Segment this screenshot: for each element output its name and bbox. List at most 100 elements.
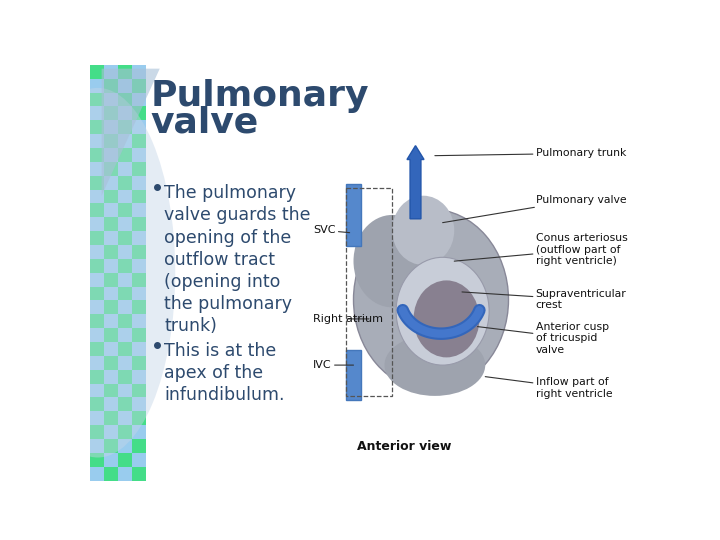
- Bar: [90, 370, 104, 383]
- Bar: [132, 495, 145, 508]
- Bar: [90, 383, 104, 397]
- Bar: [132, 176, 145, 190]
- Bar: [132, 259, 145, 273]
- Bar: [90, 439, 104, 453]
- Bar: [118, 370, 132, 383]
- Bar: [90, 314, 104, 328]
- Bar: [118, 439, 132, 453]
- Bar: [90, 342, 104, 356]
- Bar: [132, 287, 145, 300]
- Bar: [118, 259, 132, 273]
- Bar: [118, 273, 132, 287]
- Bar: [132, 453, 145, 467]
- Bar: [104, 397, 118, 411]
- Text: Inflow part of
right ventricle: Inflow part of right ventricle: [485, 377, 612, 399]
- Ellipse shape: [392, 195, 454, 265]
- Bar: [132, 411, 145, 425]
- Bar: [118, 120, 132, 134]
- Ellipse shape: [354, 215, 431, 307]
- Ellipse shape: [384, 334, 485, 396]
- Bar: [118, 176, 132, 190]
- Bar: [90, 245, 104, 259]
- Text: Pulmonary: Pulmonary: [150, 79, 369, 113]
- Text: Anterior view: Anterior view: [357, 440, 451, 453]
- Bar: [104, 217, 118, 231]
- Bar: [132, 162, 145, 176]
- Bar: [104, 439, 118, 453]
- Bar: [90, 162, 104, 176]
- Bar: [104, 65, 118, 79]
- Bar: [90, 425, 104, 439]
- Bar: [118, 162, 132, 176]
- Bar: [118, 204, 132, 217]
- Bar: [132, 273, 145, 287]
- Text: Anterior cusp
of tricuspid
valve: Anterior cusp of tricuspid valve: [477, 321, 608, 355]
- Bar: [104, 273, 118, 287]
- Bar: [118, 231, 132, 245]
- Bar: [132, 314, 145, 328]
- Ellipse shape: [354, 209, 508, 390]
- Bar: [346, 350, 361, 400]
- Bar: [118, 397, 132, 411]
- Bar: [118, 148, 132, 162]
- Bar: [104, 314, 118, 328]
- Bar: [118, 356, 132, 370]
- Bar: [104, 231, 118, 245]
- Bar: [104, 495, 118, 508]
- Bar: [132, 439, 145, 453]
- Bar: [118, 467, 132, 481]
- Bar: [132, 65, 145, 79]
- Text: Pulmonary valve: Pulmonary valve: [443, 194, 626, 222]
- Bar: [118, 411, 132, 425]
- Bar: [132, 300, 145, 314]
- Bar: [118, 287, 132, 300]
- Bar: [104, 300, 118, 314]
- Bar: [132, 425, 145, 439]
- Bar: [90, 92, 104, 106]
- Bar: [118, 342, 132, 356]
- Bar: [90, 217, 104, 231]
- Bar: [90, 411, 104, 425]
- Bar: [132, 481, 145, 495]
- Bar: [104, 481, 118, 495]
- Bar: [104, 106, 118, 120]
- Bar: [104, 467, 118, 481]
- Bar: [90, 356, 104, 370]
- Bar: [90, 397, 104, 411]
- Bar: [90, 328, 104, 342]
- Bar: [104, 176, 118, 190]
- Bar: [132, 231, 145, 245]
- Bar: [346, 188, 392, 396]
- Bar: [90, 176, 104, 190]
- Bar: [118, 79, 132, 92]
- Text: valve: valve: [150, 106, 258, 140]
- Bar: [90, 467, 104, 481]
- Text: SVC: SVC: [313, 225, 350, 235]
- Ellipse shape: [20, 88, 175, 457]
- Bar: [104, 92, 118, 106]
- Bar: [90, 453, 104, 467]
- Bar: [104, 245, 118, 259]
- Bar: [118, 65, 132, 79]
- Bar: [132, 356, 145, 370]
- Bar: [104, 342, 118, 356]
- Bar: [104, 411, 118, 425]
- Text: This is at the
apex of the
infundibulum.: This is at the apex of the infundibulum.: [164, 342, 285, 404]
- Bar: [90, 287, 104, 300]
- Bar: [90, 148, 104, 162]
- Bar: [104, 425, 118, 439]
- Bar: [118, 190, 132, 204]
- Bar: [104, 259, 118, 273]
- Bar: [104, 79, 118, 92]
- Bar: [104, 148, 118, 162]
- Bar: [104, 162, 118, 176]
- Text: Pulmonary trunk: Pulmonary trunk: [435, 148, 626, 158]
- Bar: [132, 342, 145, 356]
- Ellipse shape: [396, 257, 489, 365]
- Text: Right atrium: Right atrium: [313, 314, 383, 324]
- Bar: [132, 397, 145, 411]
- Bar: [90, 134, 104, 148]
- Bar: [118, 300, 132, 314]
- Bar: [104, 120, 118, 134]
- Bar: [132, 92, 145, 106]
